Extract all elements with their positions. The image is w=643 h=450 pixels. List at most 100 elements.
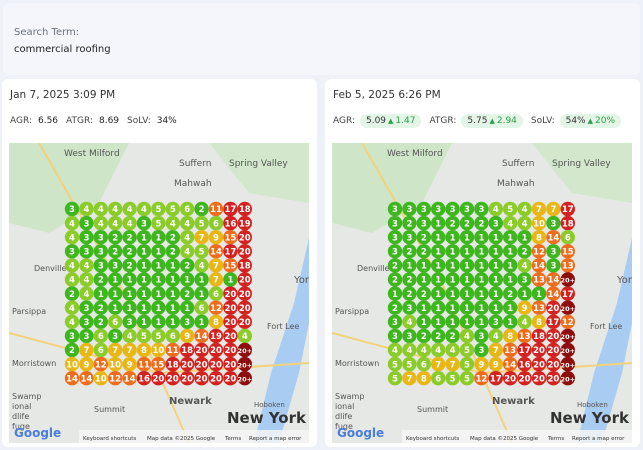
rank-marker (194, 328, 209, 344)
rank-value: 1 (127, 304, 133, 314)
rank-marker (64, 286, 80, 301)
rank-value: 1 (478, 290, 484, 300)
rank-marker (64, 371, 80, 386)
rank-value: 2 (450, 219, 456, 229)
rank-marker (136, 286, 152, 301)
rank-marker (416, 230, 431, 245)
map-label: Parsippa (335, 307, 369, 316)
rank-value: 1 (170, 318, 176, 328)
map-label: Summit (94, 405, 125, 414)
rank-marker (208, 244, 224, 259)
metric-value: 6.56 (37, 116, 59, 126)
rank-value: 12 (109, 374, 121, 384)
rank-value: 20 (533, 360, 545, 370)
rank-marker (459, 371, 475, 386)
rank-value: 3 (493, 318, 499, 328)
rank-marker (223, 230, 238, 245)
rank-value: 20 (210, 374, 222, 384)
rank-marker (237, 272, 252, 287)
rank-value: 16 (224, 219, 236, 229)
rank-marker (459, 244, 475, 259)
rank-value: 20 (196, 374, 208, 384)
rank-marker (79, 230, 94, 245)
rank-marker (474, 258, 489, 273)
rank-value: 3 (421, 205, 427, 215)
map-label: Newark (169, 396, 212, 407)
rank-marker (237, 342, 252, 358)
map: West Milford Suffern Spring Valley Mahwah De… (332, 143, 632, 443)
metric-label: ATGR: (66, 116, 93, 126)
map-label: ional (12, 402, 31, 411)
rank-value: 3 (550, 262, 556, 272)
rank-value: 1 (170, 262, 176, 272)
rank-value: 20+ (561, 333, 576, 341)
rank-marker (194, 300, 209, 315)
rank-value: 17 (547, 318, 559, 328)
rank-marker (387, 356, 403, 372)
rank-marker (488, 300, 503, 315)
rank-value: 1 (435, 219, 441, 229)
rank-marker (560, 201, 575, 217)
rank-value: 1 (450, 304, 456, 314)
rank-value: 3 (392, 332, 398, 342)
rank-value: 1 (435, 318, 441, 328)
rank-marker (151, 300, 166, 315)
scan-date: Feb 5, 2025 6:26 PM (333, 89, 441, 101)
map-label: Spring Valley (552, 159, 611, 169)
rank-marker (445, 272, 460, 287)
rank-value: 8 (421, 374, 427, 384)
rank-value: 5 (141, 332, 147, 342)
rank-value: 20 (239, 233, 251, 243)
rank-value: 1 (98, 290, 104, 300)
map-footer: Keyboard shortcuts (83, 436, 136, 442)
rank-value: 3 (464, 205, 470, 215)
rank-marker (387, 272, 403, 287)
rank-marker (531, 201, 547, 217)
map-label: Denville (357, 264, 390, 273)
rank-marker (459, 300, 475, 315)
rank-marker (402, 215, 417, 231)
rank-marker (416, 258, 431, 273)
rank-marker (402, 272, 417, 287)
rank-value: 5 (464, 374, 470, 384)
rank-marker (208, 286, 224, 301)
rank-marker (488, 215, 503, 231)
rank-marker (503, 371, 518, 386)
rank-value: 1 (141, 233, 147, 243)
rank-marker (136, 244, 152, 259)
rank-marker (474, 328, 489, 344)
river (577, 238, 632, 443)
metric-label: AGR: (10, 116, 32, 126)
rank-value: 3 (98, 233, 104, 243)
rank-marker (531, 258, 547, 273)
rank-marker (459, 258, 475, 273)
rank-value: 3 (98, 248, 104, 258)
map-label: New York (550, 409, 630, 427)
rank-value: 5 (464, 346, 470, 356)
rank-marker (108, 371, 123, 386)
rank-marker (517, 272, 532, 287)
rank-marker (445, 356, 460, 372)
rank-value: 17 (224, 248, 236, 258)
rank-marker (180, 286, 195, 301)
rank-marker (108, 244, 123, 259)
rank-marker (560, 328, 575, 344)
rank-marker (237, 328, 252, 344)
rank-value: 13 (562, 262, 574, 272)
rank-value: 3 (83, 304, 89, 314)
rank-marker (122, 244, 137, 259)
rank-marker (122, 328, 137, 344)
rank-marker (180, 300, 195, 315)
rank-value: 7 (435, 360, 441, 370)
rank-value: 2 (421, 248, 427, 258)
rank-value: 4 (522, 205, 528, 215)
rank-marker (136, 342, 152, 358)
map-label: Swamp (12, 392, 41, 401)
map-footer: Report a map error (249, 436, 302, 442)
rank-marker (64, 215, 80, 231)
rank-value: 4 (522, 262, 528, 272)
rank-value: 7 (83, 346, 89, 356)
rank-marker (64, 201, 80, 217)
rank-marker (459, 328, 475, 344)
